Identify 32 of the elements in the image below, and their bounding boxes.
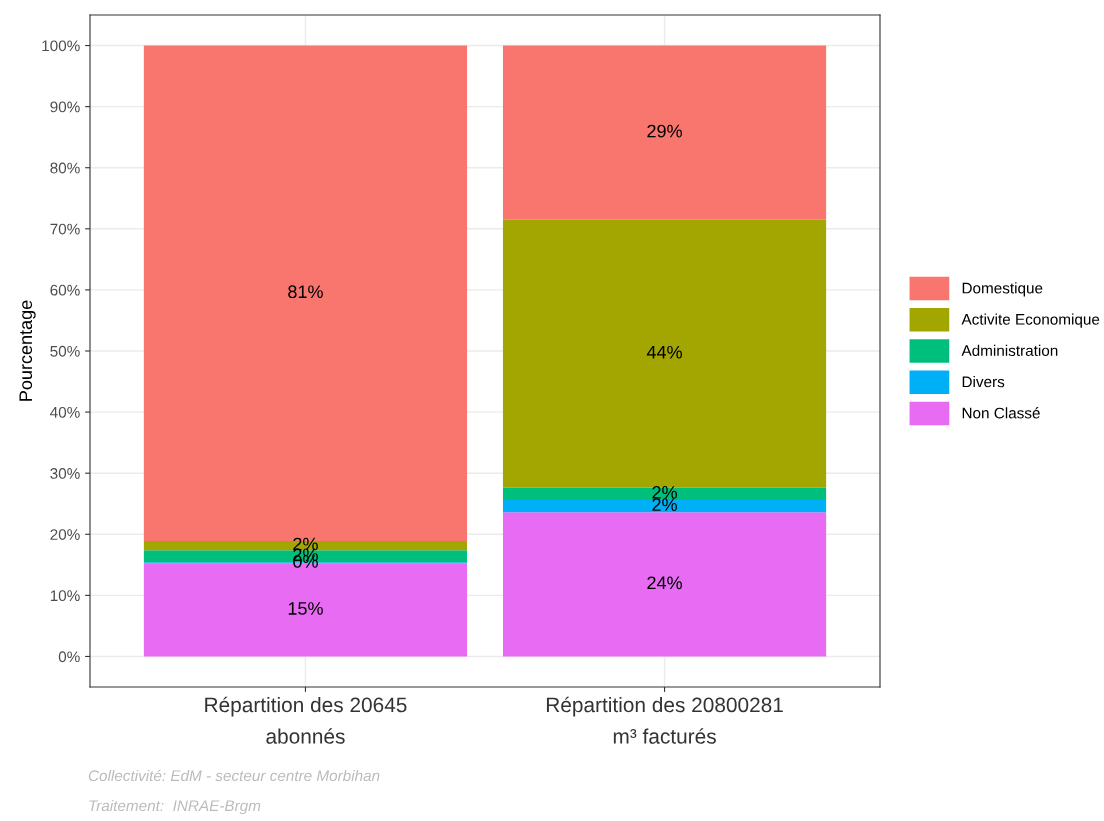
data-label: 81% bbox=[288, 285, 323, 299]
y-tick-label: 90% bbox=[50, 101, 80, 113]
legend-label: Divers bbox=[962, 376, 1005, 388]
data-label: 15% bbox=[288, 602, 323, 615]
y-tick-label: 30% bbox=[50, 468, 80, 479]
y-tick-label: 40% bbox=[50, 406, 80, 418]
y-tick-label: 70% bbox=[50, 223, 80, 235]
data-label: 2% bbox=[652, 498, 677, 511]
legend-label: Activite Economique bbox=[961, 313, 1100, 328]
y-axis-title: Pourcentage bbox=[19, 300, 36, 401]
text: Traitement: INRAE-Brgm bbox=[89, 799, 261, 815]
data-label: 24% bbox=[647, 576, 682, 590]
y-tick-label: 50% bbox=[50, 345, 80, 357]
bar bbox=[502, 500, 827, 513]
bar bbox=[502, 45, 827, 220]
data-label: 2% bbox=[652, 486, 677, 499]
y-tick-label: 20% bbox=[50, 529, 80, 540]
y-tick-label: 80% bbox=[50, 162, 80, 174]
text: Collectivité: EdM - secteur centre Morbihan bbox=[88, 769, 380, 782]
bar bbox=[502, 219, 827, 488]
legend-label: Non Classé bbox=[962, 407, 1040, 419]
y-tick-label: 100% bbox=[42, 40, 80, 52]
x-tick-label: Répartition des 20645 abonnés bbox=[205, 696, 407, 744]
data-label: 44% bbox=[646, 345, 682, 359]
legend-label: Administration bbox=[961, 344, 1058, 356]
legend-label: Domestique bbox=[962, 282, 1043, 297]
y-tick-label: 10% bbox=[50, 590, 80, 602]
y-tick-label: 0% bbox=[58, 651, 80, 663]
bar bbox=[502, 512, 827, 657]
x-tick-label: Répartition des 20800281 m³ facturés bbox=[546, 696, 783, 744]
y-tick-label: 60% bbox=[50, 284, 80, 296]
data-label: 29% bbox=[647, 124, 682, 138]
